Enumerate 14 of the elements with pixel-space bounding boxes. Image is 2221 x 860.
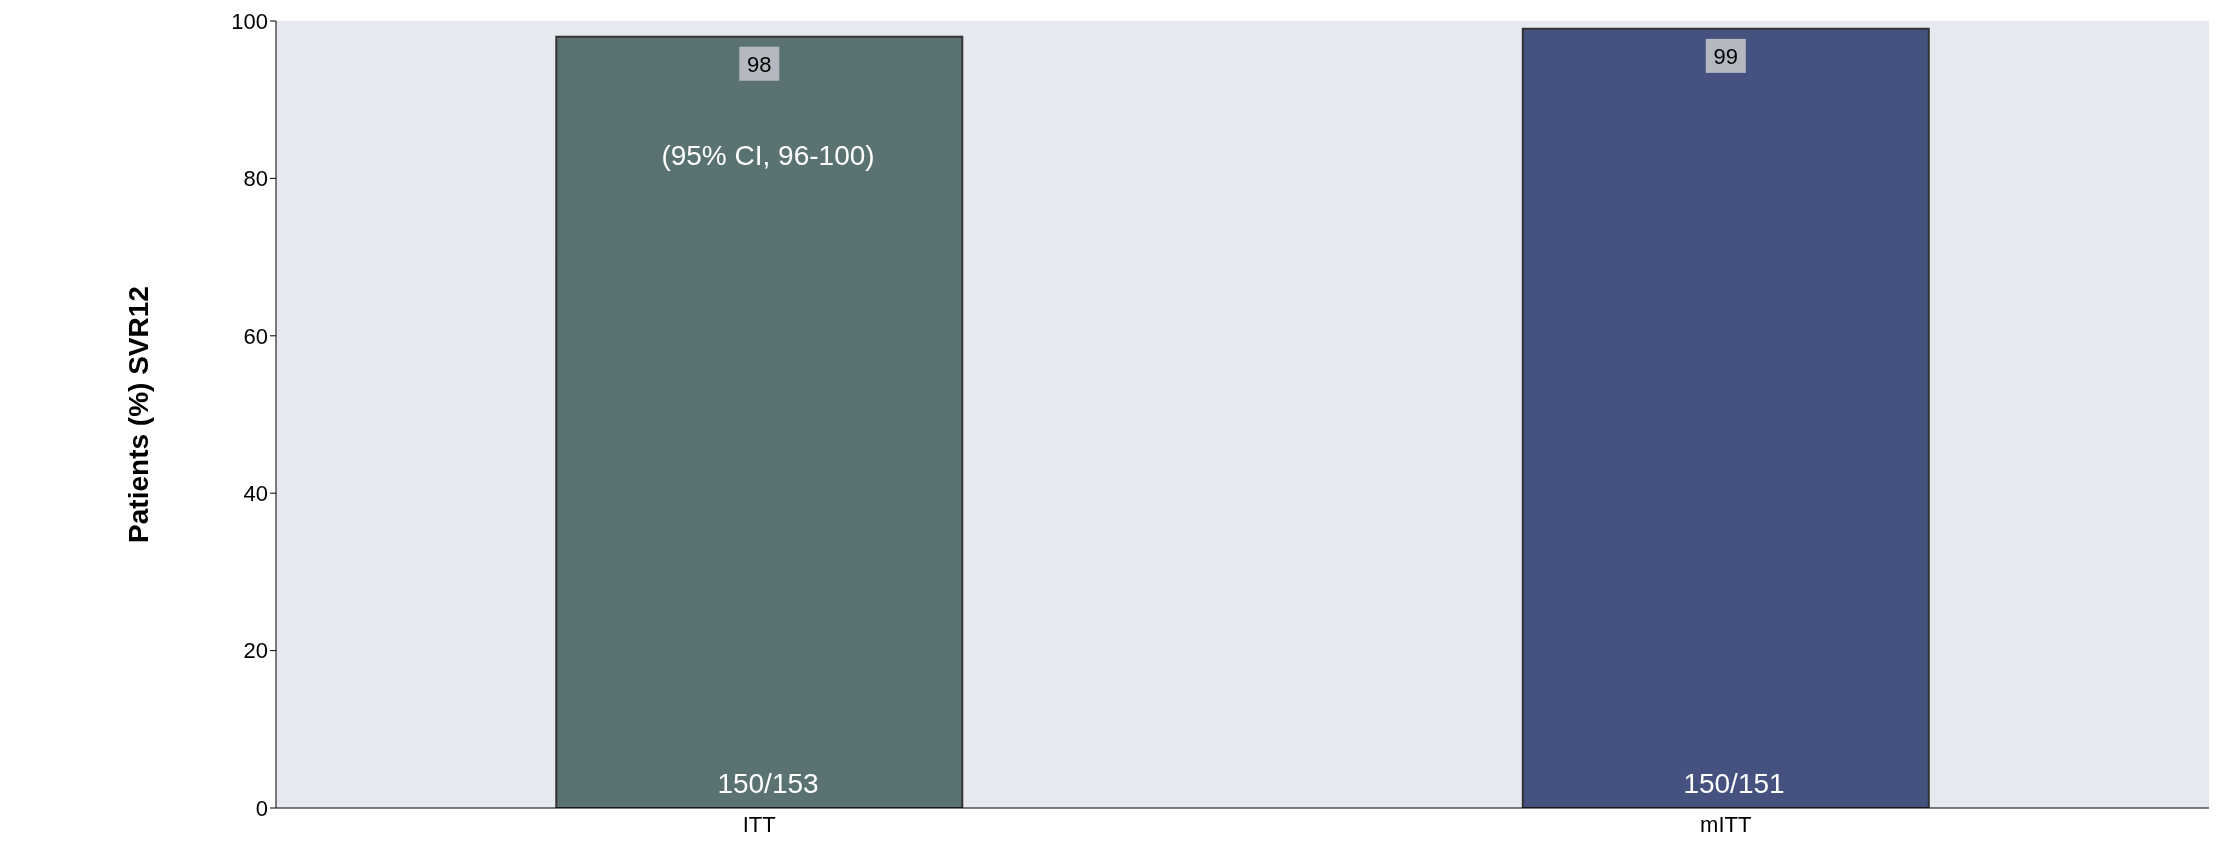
y-tick-label: 20 [243, 638, 268, 664]
y-tick-label: 40 [243, 481, 268, 507]
annotation: 150/153 [717, 768, 819, 800]
annotation: 150/151 [1683, 768, 1785, 800]
y-tick-label: 0 [255, 795, 268, 821]
x-tick-label: mITT [1700, 811, 1752, 837]
y-axis-title: Patients (%) SVR12 [122, 286, 154, 543]
x-tick-label: ITT [742, 811, 776, 837]
y-tick-label: 100 [231, 8, 268, 34]
y-tick-label: 80 [243, 166, 268, 192]
data-label: 98 [747, 51, 772, 77]
annotation: (95% CI, 96-100) [661, 140, 875, 172]
data-label: 99 [1713, 43, 1739, 69]
y-tick-label: 60 [243, 323, 268, 349]
